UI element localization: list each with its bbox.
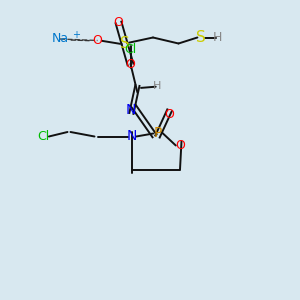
Text: H: H [153, 81, 162, 92]
Text: Cl: Cl [124, 43, 136, 56]
Text: O: O [175, 139, 185, 152]
Text: P: P [153, 127, 162, 140]
Text: +: + [73, 30, 80, 40]
Text: N: N [127, 130, 137, 143]
Text: O: O [126, 58, 135, 71]
Text: O: O [93, 34, 102, 47]
Text: S: S [120, 36, 129, 51]
Text: N: N [125, 103, 136, 116]
Text: Na: Na [51, 32, 69, 46]
Text: H: H [213, 31, 222, 44]
Text: Cl: Cl [38, 130, 50, 143]
Text: S: S [196, 30, 206, 45]
Text: O: O [114, 16, 123, 29]
Text: O: O [165, 107, 174, 121]
